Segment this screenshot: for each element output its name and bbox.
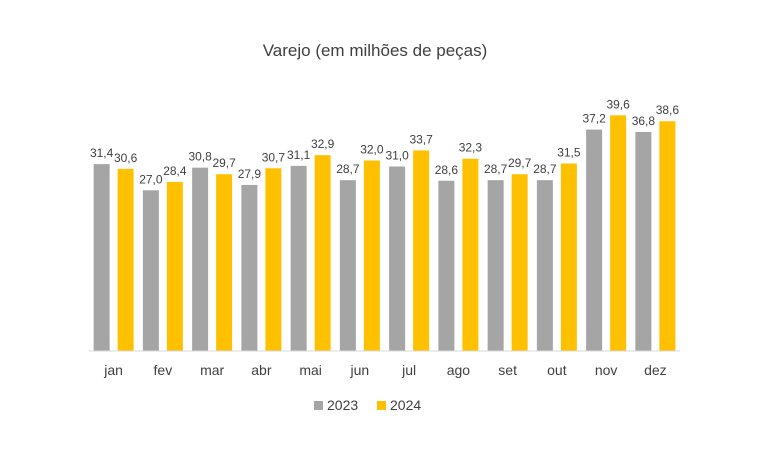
data-label-2023-ago: 28,6 [435, 163, 459, 177]
bar-2023-jul [389, 166, 406, 351]
legend: 2023 2024 [314, 397, 421, 413]
bar-2023-nov [586, 129, 603, 351]
chart-title: Varejo (em milhões de peças) [263, 41, 488, 60]
bar-2024-jan [117, 168, 134, 351]
data-label-2023-dez: 36,8 [632, 114, 656, 128]
data-label-2023-jul: 31,0 [385, 148, 409, 162]
bar-2024-mar [216, 174, 233, 351]
legend-label-2024: 2024 [390, 397, 421, 413]
data-label-2024-set: 29,7 [508, 156, 532, 170]
x-tick-label-dez: dez [644, 362, 667, 378]
bar-2023-dez [635, 131, 652, 351]
x-tick-label-jul: jul [401, 362, 416, 378]
data-label-2024-mar: 29,7 [212, 156, 236, 170]
data-label-2023-abr: 27,9 [238, 167, 262, 181]
x-tick-label-jan: jan [103, 362, 123, 378]
bars-group: 31,4 30,627,028,430,8 29,727,930,7 31,132,9… [90, 97, 680, 352]
bar-2023-ago [438, 180, 455, 351]
bar-2023-set [487, 180, 504, 351]
bar-2024-fev [166, 181, 183, 351]
data-label-2023-nov: 37,2 [582, 112, 606, 126]
data-label-2023-mai: 31,1 [287, 148, 311, 162]
data-label-2024-jan: 30,6 [114, 151, 138, 165]
x-tick-label-abr: abr [251, 362, 272, 378]
bar-2024-ago [462, 158, 479, 351]
legend-label-2023: 2023 [327, 397, 358, 413]
x-tick-label-mar: mar [200, 362, 224, 378]
bar-2024-jun [363, 160, 380, 351]
x-tick-label-set: set [498, 362, 517, 378]
data-label-2024-nov: 39,6 [606, 97, 630, 111]
legend-swatch-2024 [377, 401, 386, 410]
bar-2023-mai [290, 165, 307, 351]
data-label-2024-jul: 33,7 [409, 132, 433, 146]
data-label-2023-jun: 28,7 [336, 162, 360, 176]
bar-2024-out [560, 163, 577, 351]
bar-2023-mar [192, 167, 209, 351]
data-label-2024-jun: 32,0 [360, 143, 384, 157]
x-tick-label-ago: ago [447, 362, 471, 378]
bar-2023-out [536, 180, 553, 351]
x-tick-label-mai: mai [299, 362, 322, 378]
bar-2023-jan [93, 164, 110, 351]
bar-2024-abr [265, 168, 282, 351]
bar-2024-jul [413, 150, 430, 351]
bar-2023-abr [241, 184, 258, 351]
data-label-2024-dez: 38,6 [656, 103, 680, 117]
data-label-2024-out: 31,5 [557, 146, 581, 160]
legend-swatch-2023 [314, 401, 323, 410]
bar-2023-fev [142, 190, 159, 351]
x-tick-label-nov: nov [595, 362, 618, 378]
bar-2023-jun [339, 180, 356, 351]
data-label-2024-mai: 32,9 [311, 137, 335, 151]
data-label-2024-ago: 32,3 [459, 141, 483, 155]
data-label-2024-abr: 30,7 [262, 150, 286, 164]
bar-2024-mai [314, 155, 331, 351]
x-tick-label-jun: jun [350, 362, 370, 378]
bar-2024-dez [659, 121, 676, 352]
data-label-2024-fev: 28,4 [163, 164, 187, 178]
data-label-2023-out: 28,7 [533, 162, 557, 176]
data-label-2023-mar: 30,8 [188, 150, 212, 164]
x-tick-label-fev: fev [154, 362, 173, 378]
data-label-2023-jan: 31,4 [90, 146, 114, 160]
data-label-2023-set: 28,7 [484, 162, 508, 176]
x-tick-label-out: out [547, 362, 567, 378]
bar-2024-nov [610, 115, 627, 351]
bar-2024-set [511, 174, 528, 351]
x-axis-ticks: jan fev mar abr mai jun jul ago set out nov dez [103, 362, 666, 378]
data-label-2023-fev: 27,0 [139, 172, 163, 186]
